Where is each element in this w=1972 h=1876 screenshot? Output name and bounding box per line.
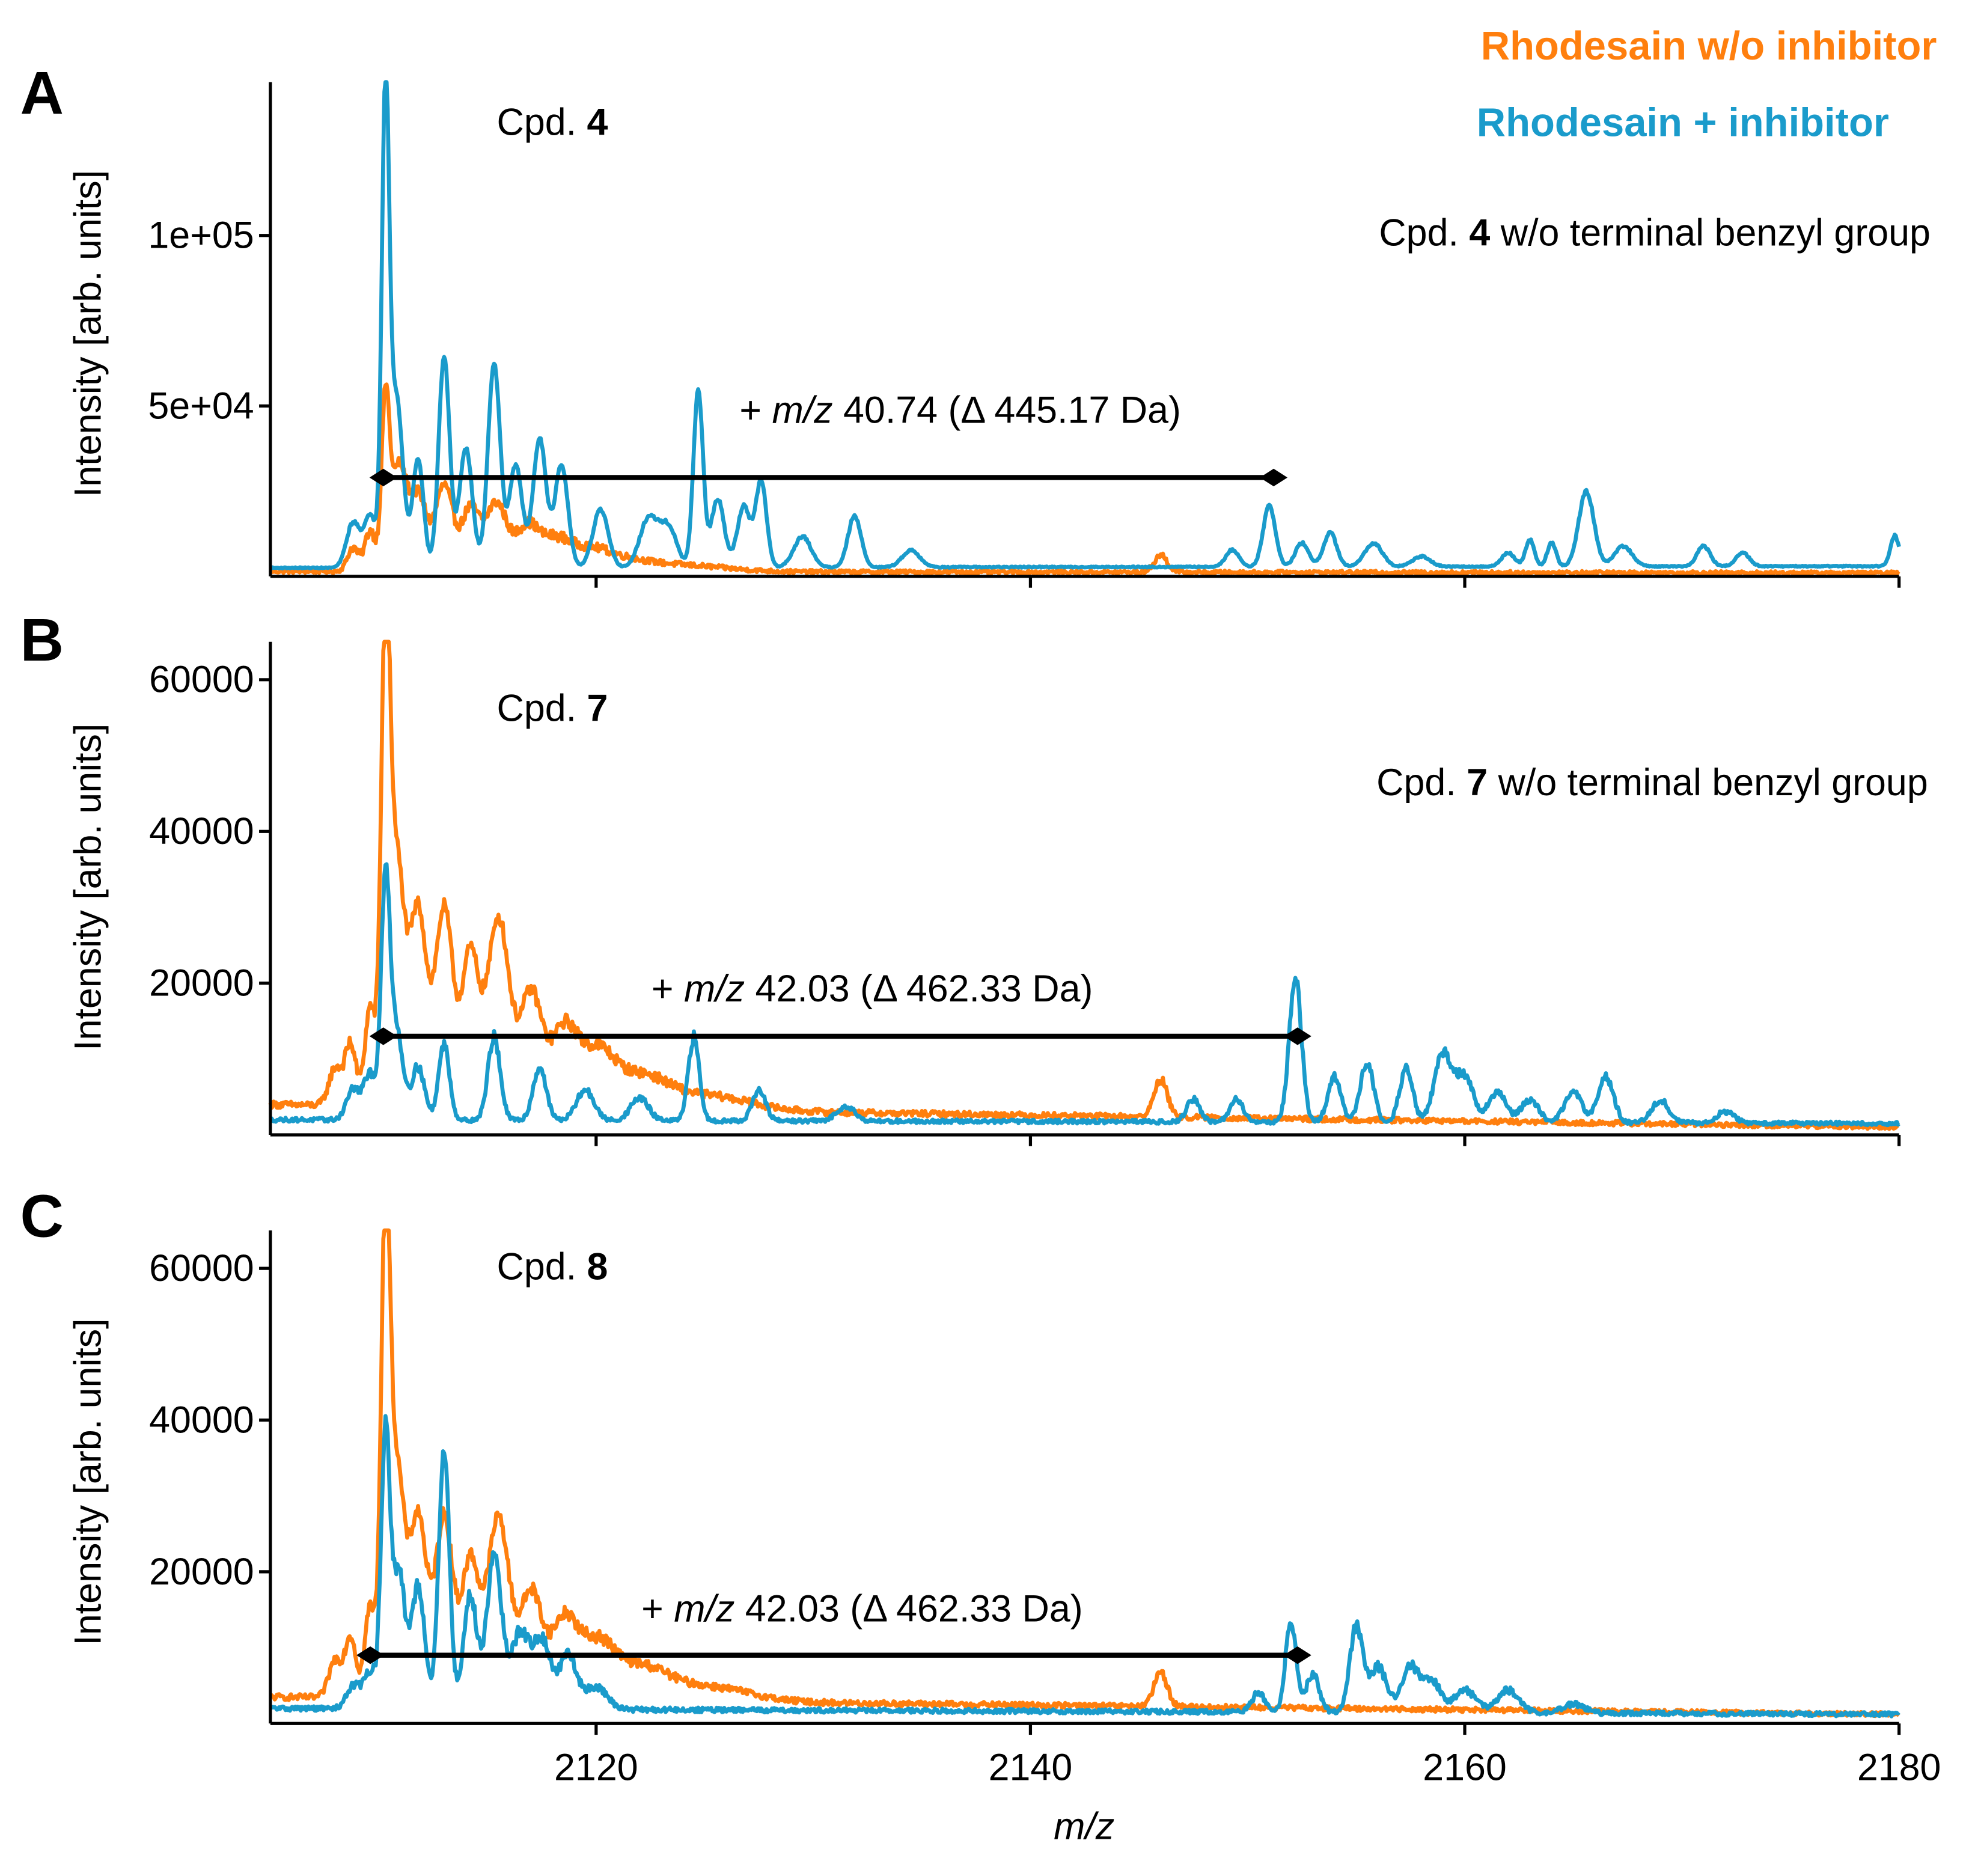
panel-a-fragment-note: Cpd. 4 w/o terminal benzyl group xyxy=(1379,212,1931,254)
x-tick-label: 2180 xyxy=(1857,1746,1941,1788)
panel-letter-c: C xyxy=(20,1182,64,1250)
shift-arrow-end-head xyxy=(1260,468,1288,487)
panel-b-series-with-inhibitor xyxy=(269,862,1900,1128)
y-tick-label: 5e+04 xyxy=(148,385,254,427)
panel-a-axes: 5e+04 1e+05 xyxy=(148,82,1901,588)
panel-c: C Intensity [arb. units] Cpd. 8 + m/z 42… xyxy=(20,1182,1941,1788)
panel-c-axes: 20000 40000 60000 2120 2140 2160 2180 xyxy=(149,1230,1941,1788)
panel-b-arrow xyxy=(369,1027,1311,1045)
shift-arrow-start-head xyxy=(356,1646,385,1664)
shift-arrow-end-head xyxy=(1283,1027,1311,1045)
x-axis-label: m/z xyxy=(1054,1806,1114,1848)
shift-arrow-start-head xyxy=(369,468,397,487)
y-tick-label: 20000 xyxy=(149,1551,254,1593)
panel-b-compound-label: Cpd. 7 xyxy=(497,688,608,730)
y-tick-label: 40000 xyxy=(149,1399,254,1441)
panel-c-arrow xyxy=(356,1646,1311,1664)
panel-b-axes: 20000 40000 60000 xyxy=(149,641,1901,1146)
panel-c-ylabel: Intensity [arb. units] xyxy=(67,1318,109,1645)
y-tick-label: 20000 xyxy=(149,962,254,1004)
panel-c-shift-label: + m/z 42.03 (Δ 462.33 Da) xyxy=(641,1588,1082,1630)
x-tick-label: 2120 xyxy=(554,1746,638,1788)
panel-a-plot xyxy=(268,80,1901,577)
y-tick-label: 60000 xyxy=(149,659,254,701)
panel-a-ylabel: Intensity [arb. units] xyxy=(67,170,109,497)
panel-b: B Intensity [arb. units] Cpd. 7 Cpd. 7 w… xyxy=(20,606,1928,1146)
panel-b-plot xyxy=(268,640,1900,1131)
panel-b-shift-label: + m/z 42.03 (Δ 462.33 Da) xyxy=(652,968,1093,1010)
panel-letter-a: A xyxy=(20,60,64,127)
panel-a-compound-label: Cpd. 4 xyxy=(497,101,608,143)
shift-arrow-end-head xyxy=(1283,1646,1311,1664)
y-tick-label: 40000 xyxy=(149,810,254,852)
panel-b-fragment-note: Cpd. 7 w/o terminal benzyl group xyxy=(1376,762,1928,804)
panel-b-ylabel: Intensity [arb. units] xyxy=(67,724,109,1051)
x-tick-label: 2160 xyxy=(1423,1746,1507,1788)
panel-c-plot xyxy=(269,1228,1900,1719)
panel-letter-b: B xyxy=(20,606,64,674)
panel-a-series-with-inhibitor xyxy=(269,80,1901,570)
legend: Rhodesain w/o inhibitor Rhodesain + inhi… xyxy=(1477,23,1937,145)
y-tick-label: 60000 xyxy=(149,1247,254,1289)
panel-a-shift-label: + m/z 40.74 (Δ 445.17 Da) xyxy=(739,390,1181,432)
legend-label-with-inhibitor: Rhodesain + inhibitor xyxy=(1477,100,1889,145)
x-tick-label: 2140 xyxy=(989,1746,1073,1788)
panel-a: A Intensity [arb. units] Cpd. 4 Cpd. 4 w… xyxy=(20,60,1931,588)
panel-a-arrow xyxy=(369,468,1288,487)
legend-label-without-inhibitor: Rhodesain w/o inhibitor xyxy=(1481,23,1937,69)
panel-a-series-without-inhibitor xyxy=(268,382,1900,577)
y-tick-label: 1e+05 xyxy=(148,215,254,257)
panel-c-compound-label: Cpd. 8 xyxy=(497,1246,608,1288)
panel-c-series-with-inhibitor xyxy=(269,1414,1900,1719)
shift-arrow-start-head xyxy=(369,1027,397,1045)
